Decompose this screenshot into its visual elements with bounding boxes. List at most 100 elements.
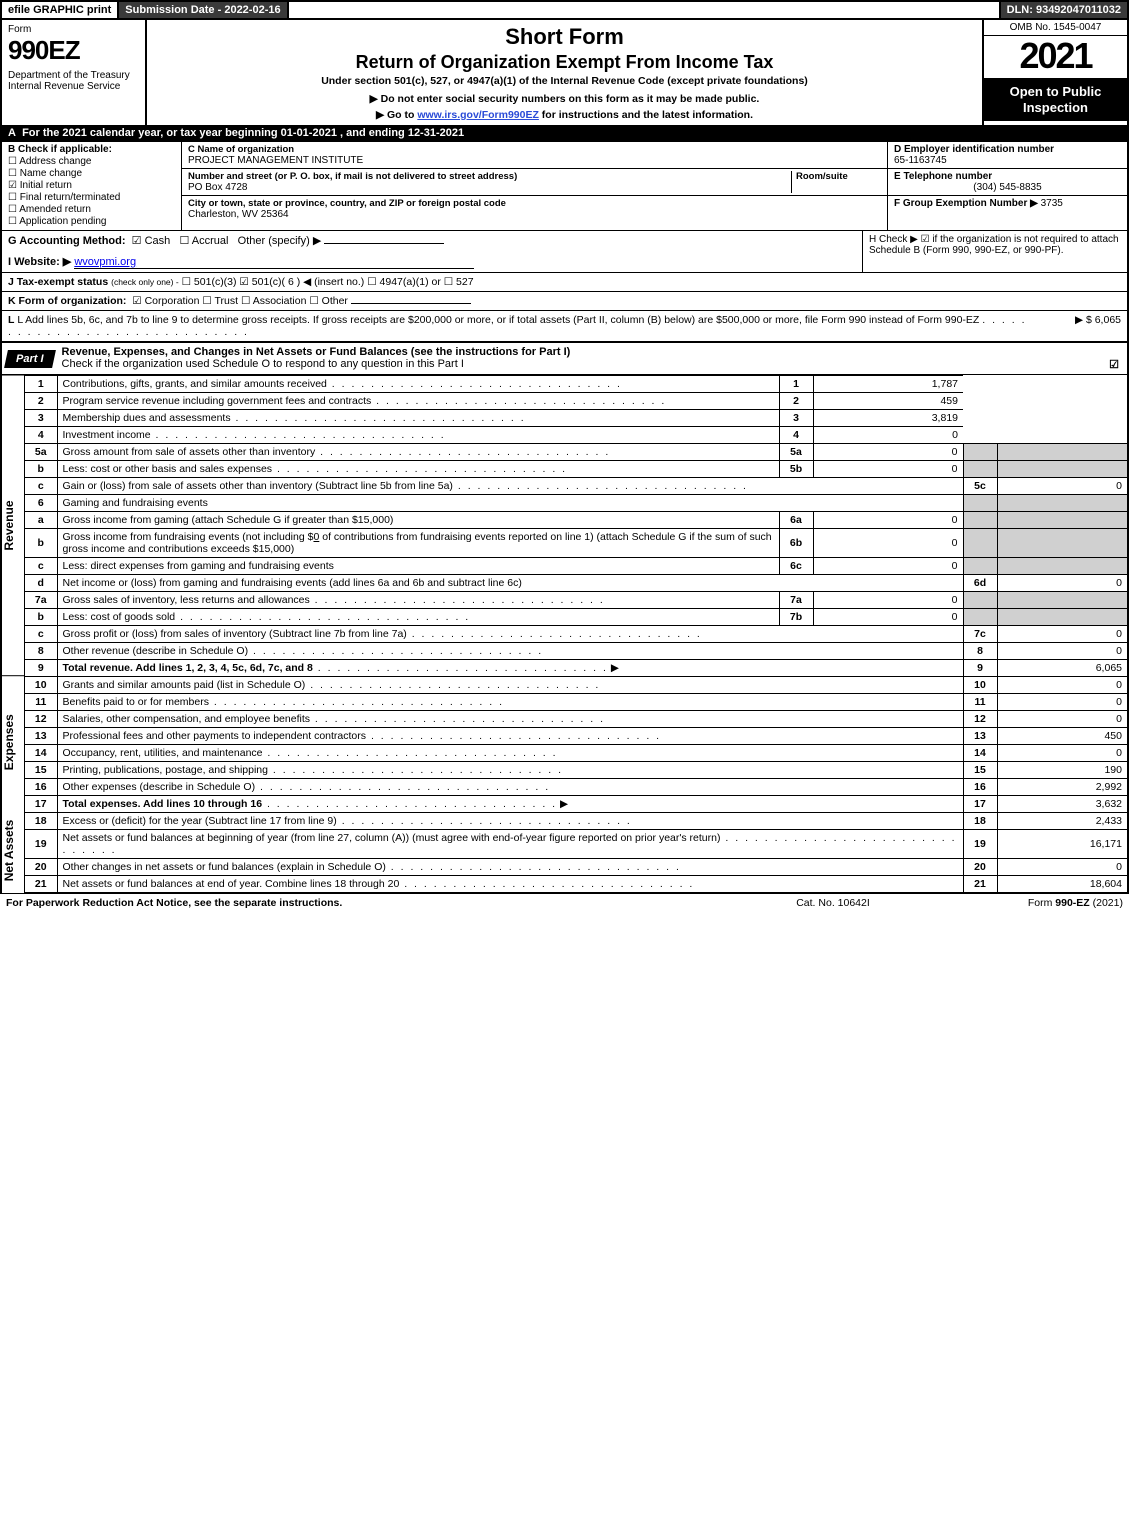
form-title-block: Short Form Return of Organization Exempt… <box>147 20 982 125</box>
chk-application-pending[interactable]: Application pending <box>8 216 175 227</box>
line-g-i: G Accounting Method: Cash Accrual Other … <box>2 231 862 272</box>
vlabel-revenue: Revenue <box>2 375 24 675</box>
amt-14: 0 <box>997 745 1127 762</box>
omb-number: OMB No. 1545-0047 <box>984 20 1127 36</box>
e-label: E Telephone number <box>894 171 1121 182</box>
footer-formref: Form 990-EZ (2021) <box>943 897 1123 909</box>
goto-post: for instructions and the latest informat… <box>539 109 753 121</box>
amt-12: 0 <box>997 711 1127 728</box>
irs-link[interactable]: www.irs.gov/Form990EZ <box>417 109 539 121</box>
chk-amended-return[interactable]: Amended return <box>8 204 175 215</box>
row-8: 8Other revenue (describe in Schedule O)8… <box>25 643 1127 660</box>
chk-accrual[interactable] <box>179 235 189 247</box>
vlabel-netassets: Net Assets <box>2 808 24 893</box>
line-k: K Form of organization: ☑ Corporation ☐ … <box>2 292 1127 311</box>
dept-label: Department of the Treasury Internal Reve… <box>8 70 139 92</box>
amt-7c: 0 <box>997 626 1127 643</box>
row-6c: cLess: direct expenses from gaming and f… <box>25 558 1127 575</box>
row-21: 21Net assets or fund balances at end of … <box>25 876 1127 893</box>
subamt-6a: 0 <box>813 512 963 529</box>
dln-label: DLN: <box>1007 4 1036 16</box>
g-label: G Accounting Method: <box>8 235 126 247</box>
row-6a: aGross income from gaming (attach Schedu… <box>25 512 1127 529</box>
amt-11: 0 <box>997 694 1127 711</box>
footer-paperwork: For Paperwork Reduction Act Notice, see … <box>6 897 723 909</box>
website-link[interactable]: wvovpmi.org <box>74 256 136 268</box>
l-text: L Add lines 5b, 6c, and 7b to line 9 to … <box>17 314 979 326</box>
ein-value: 65-1163745 <box>894 155 1121 166</box>
org-name: PROJECT MANAGEMENT INSTITUTE <box>188 155 881 166</box>
f-label: F Group Exemption Number ▶ 3735 <box>894 198 1121 209</box>
part-i-block: Part I Revenue, Expenses, and Changes in… <box>0 342 1129 893</box>
row-17: 17Total expenses. Add lines 10 through 1… <box>25 796 1127 813</box>
k-label: K Form of organization: <box>8 295 126 307</box>
dln-value: 93492047011032 <box>1036 4 1121 16</box>
row-5a: 5aGross amount from sale of assets other… <box>25 444 1127 461</box>
amt-4: 0 <box>813 427 963 444</box>
subtitle-ssn-warning: ▶ Do not enter social security numbers o… <box>155 93 974 105</box>
i-label: I Website: ▶ <box>8 256 71 268</box>
org-city: Charleston, WV 25364 <box>188 209 881 220</box>
form-id-block: Form 990EZ Department of the Treasury In… <box>2 20 147 125</box>
g-accrual: Accrual <box>192 235 229 247</box>
g-other: Other (specify) ▶ <box>238 235 322 247</box>
block-ghijkl: G Accounting Method: Cash Accrual Other … <box>0 231 1129 342</box>
part-i-sub: Check if the organization used Schedule … <box>62 358 464 370</box>
amt-13: 450 <box>997 728 1127 745</box>
chk-address-change[interactable]: Address change <box>8 156 175 167</box>
g-other-input[interactable] <box>324 243 444 244</box>
form-number: 990EZ <box>8 35 139 66</box>
form-word: Form <box>8 24 139 35</box>
k-other-input[interactable] <box>351 303 471 304</box>
chk-name-change[interactable]: Name change <box>8 168 175 179</box>
g-cash: Cash <box>145 235 171 247</box>
amt-1: 1,787 <box>813 376 963 393</box>
title-short-form: Short Form <box>155 24 974 50</box>
row-15: 15Printing, publications, postage, and s… <box>25 762 1127 779</box>
line-a-taxyear: A For the 2021 calendar year, or tax yea… <box>0 125 1129 141</box>
submission-date-label: Submission Date - <box>125 4 224 16</box>
vlabel-expenses: Expenses <box>2 675 24 808</box>
amt-9: 6,065 <box>997 660 1127 677</box>
part-i-title: Revenue, Expenses, and Changes in Net As… <box>54 343 1127 374</box>
amt-18: 2,433 <box>997 813 1127 830</box>
row-2: 2Program service revenue including gover… <box>25 393 1127 410</box>
row-20: 20Other changes in net assets or fund ba… <box>25 859 1127 876</box>
amt-3: 3,819 <box>813 410 963 427</box>
footer-catno: Cat. No. 10642I <box>723 897 943 909</box>
efile-print-label[interactable]: efile GRAPHIC print <box>2 2 119 18</box>
telephone-value: (304) 545-8835 <box>894 182 1121 193</box>
group-exemption-value: 3735 <box>1041 198 1063 209</box>
addr-label: Number and street (or P. O. box, if mail… <box>188 171 791 182</box>
subamt-5b: 0 <box>813 461 963 478</box>
row-1: 1Contributions, gifts, grants, and simil… <box>25 376 1127 393</box>
room-label: Room/suite <box>796 171 881 182</box>
row-4: 4Investment income40 <box>25 427 1127 444</box>
amt-2: 459 <box>813 393 963 410</box>
k-opts: ☑ Corporation ☐ Trust ☐ Association ☐ Ot… <box>132 295 348 307</box>
dln-cell: DLN: 93492047011032 <box>1001 2 1127 18</box>
row-12: 12Salaries, other compensation, and empl… <box>25 711 1127 728</box>
page-footer: For Paperwork Reduction Act Notice, see … <box>0 893 1129 912</box>
l-amount: ▶ $ 6,065 <box>1031 314 1121 338</box>
chk-initial-return[interactable]: Initial return <box>8 180 175 191</box>
row-6b: bGross income from fundraising events (n… <box>25 529 1127 558</box>
chk-final-return[interactable]: Final return/terminated <box>8 192 175 203</box>
tax-year: 2021 <box>984 36 1127 78</box>
amt-16: 2,992 <box>997 779 1127 796</box>
amt-10: 0 <box>997 677 1127 694</box>
part-i-check[interactable]: ☑ <box>1109 358 1119 371</box>
row-18: 18Excess or (deficit) for the year (Subt… <box>25 813 1127 830</box>
subamt-6c: 0 <box>813 558 963 575</box>
org-address: PO Box 4728 <box>188 182 791 193</box>
top-bar: efile GRAPHIC print Submission Date - 20… <box>0 0 1129 20</box>
subamt-7b: 0 <box>813 609 963 626</box>
section-def: D Employer identification number 65-1163… <box>887 142 1127 230</box>
chk-cash[interactable] <box>132 235 142 247</box>
row-5b: bLess: cost or other basis and sales exp… <box>25 461 1127 478</box>
topbar-spacer <box>289 2 1001 18</box>
part-i-header: Part I Revenue, Expenses, and Changes in… <box>2 342 1127 375</box>
row-7c: cGross profit or (loss) from sales of in… <box>25 626 1127 643</box>
amt-8: 0 <box>997 643 1127 660</box>
line-a-text: For the 2021 calendar year, or tax year … <box>22 127 464 139</box>
